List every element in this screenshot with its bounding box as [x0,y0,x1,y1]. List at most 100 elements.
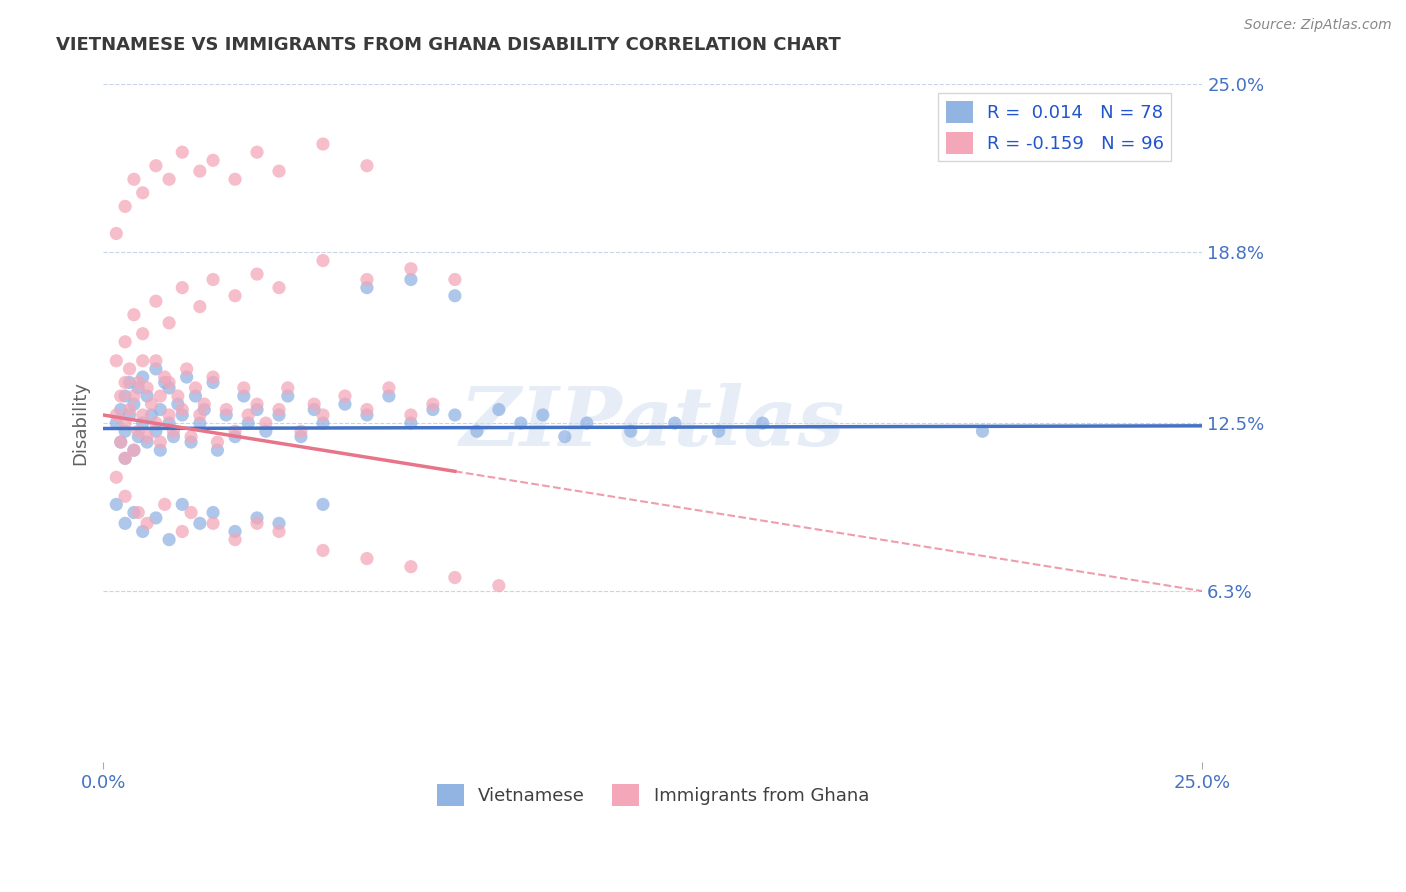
Point [232,381,254,395]
Point [110,402,132,417]
Point [399,272,422,286]
Point [444,408,467,422]
Point [267,516,290,531]
Point [215,402,238,417]
Point [172,145,194,160]
Point [157,533,180,547]
Point [184,381,207,395]
Point [356,272,378,286]
Point [127,376,149,390]
Point [131,353,153,368]
Point [202,272,225,286]
Point [157,416,180,430]
Point [105,353,128,368]
Point [238,416,260,430]
Point [118,362,141,376]
Point [224,524,246,539]
Point [122,172,145,186]
Point [202,506,225,520]
Legend: Vietnamese, Immigrants from Ghana: Vietnamese, Immigrants from Ghana [429,777,876,814]
Text: VIETNAMESE VS IMMIGRANTS FROM GHANA DISABILITY CORRELATION CHART: VIETNAMESE VS IMMIGRANTS FROM GHANA DISA… [56,36,841,54]
Point [149,402,172,417]
Point [575,416,598,430]
Point [267,524,290,539]
Point [145,353,167,368]
Point [114,389,136,403]
Point [312,416,335,430]
Point [145,362,167,376]
Point [378,389,401,403]
Point [114,516,136,531]
Point [176,362,198,376]
Point [153,497,176,511]
Point [246,145,269,160]
Point [277,381,299,395]
Point [224,172,246,186]
Point [224,289,246,303]
Point [172,524,194,539]
Point [246,511,269,525]
Point [356,280,378,294]
Point [105,416,128,430]
Point [114,424,136,438]
Point [188,300,211,314]
Point [136,435,159,450]
Point [153,370,176,384]
Point [488,579,510,593]
Point [149,443,172,458]
Point [114,451,136,466]
Point [118,402,141,417]
Point [167,389,190,403]
Point [110,389,132,403]
Point [224,430,246,444]
Point [136,381,159,395]
Point [153,376,176,390]
Point [254,424,277,438]
Point [312,136,335,151]
Point [114,416,136,430]
Point [620,424,643,438]
Point [157,381,180,395]
Point [356,159,378,173]
Point [224,424,246,438]
Point [122,506,145,520]
Point [167,397,190,411]
Point [302,397,325,411]
Point [131,326,153,341]
Point [664,416,686,430]
Point [238,408,260,422]
Point [122,397,145,411]
Point [246,267,269,281]
Point [333,389,356,403]
Point [193,397,215,411]
Point [444,289,467,303]
Point [114,376,136,390]
Point [302,402,325,417]
Point [127,506,149,520]
Point [122,443,145,458]
Point [176,370,198,384]
Point [267,280,290,294]
Point [105,470,128,484]
Point [131,370,153,384]
Point [246,397,269,411]
Point [290,430,312,444]
Point [333,397,356,411]
Point [131,186,153,200]
Point [110,435,132,450]
Point [162,424,184,438]
Point [157,316,180,330]
Point [180,506,202,520]
Point [131,416,153,430]
Point [145,416,167,430]
Point [509,416,531,430]
Point [399,261,422,276]
Point [136,516,159,531]
Point [122,308,145,322]
Point [246,516,269,531]
Point [267,402,290,417]
Point [188,164,211,178]
Point [399,559,422,574]
Point [422,397,444,411]
Point [127,430,149,444]
